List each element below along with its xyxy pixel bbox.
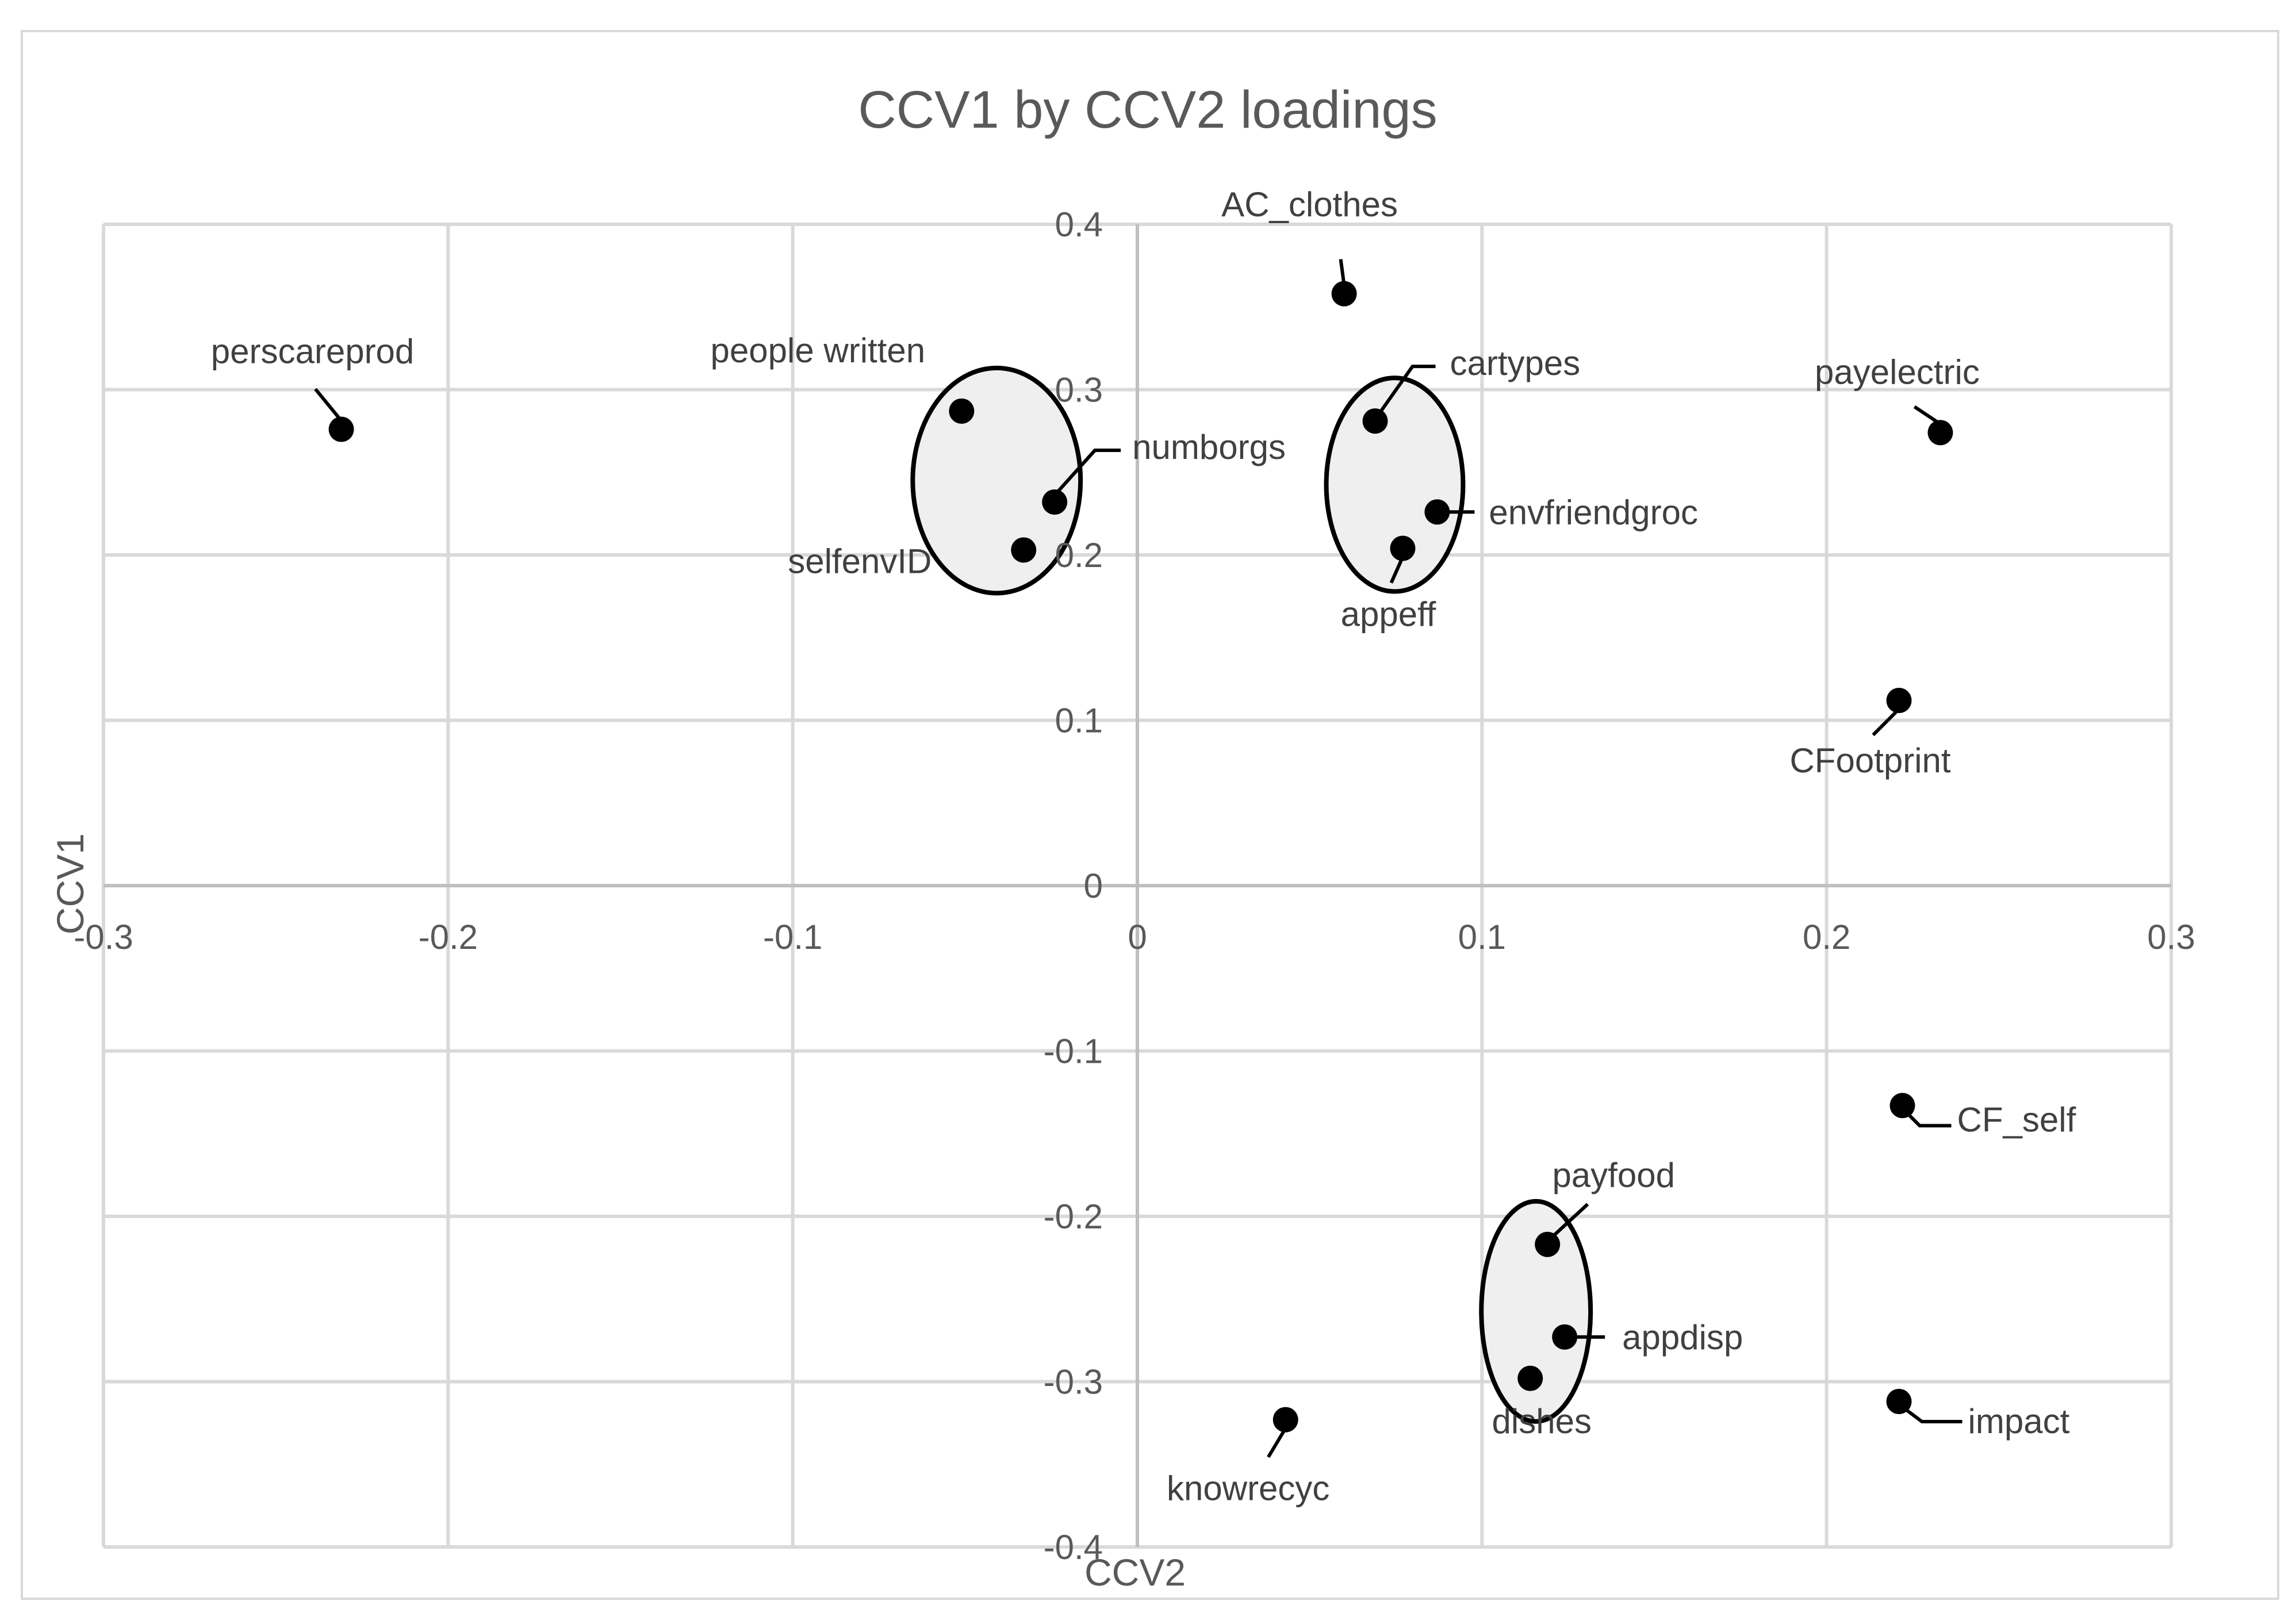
x-tick-label-minus-0p3: -0.3 xyxy=(74,918,133,956)
data-point-cf-self xyxy=(1889,1093,1915,1119)
x-tick-label-0p1: 0.1 xyxy=(1458,918,1506,956)
y-tick-label-minus-0p1: -0.1 xyxy=(1044,1032,1103,1071)
y-axis-title: CCV1 xyxy=(49,833,91,935)
point-label-appeff: appeff xyxy=(1341,595,1436,634)
x-tick-label-minus-0p2: -0.2 xyxy=(419,918,478,956)
chart-title: CCV1 by CCV2 loadings xyxy=(858,81,1437,139)
point-label-knowrecyc: knowrecyc xyxy=(1167,1469,1329,1508)
leader-line-knowrecyc xyxy=(1267,1427,1287,1458)
leader-line-cartypes xyxy=(1377,365,1436,416)
x-tick-label-0p3: 0.3 xyxy=(2147,918,2195,956)
data-point-selfenvid xyxy=(1011,537,1037,563)
x-tick-label-0: 0 xyxy=(1128,918,1147,956)
leader-line-numborgs xyxy=(1053,449,1121,497)
point-label-dishes: dishes xyxy=(1492,1402,1592,1441)
cluster-ellipse-2 xyxy=(1324,376,1466,594)
y-tick-label-0p3: 0.3 xyxy=(1055,371,1103,409)
y-tick-label-0p2: 0.2 xyxy=(1055,536,1103,575)
chart-frame xyxy=(21,30,2279,1600)
leader-lines xyxy=(314,259,1962,1458)
point-label-envfriendgroc: envfriendgroc xyxy=(1489,493,1698,531)
point-label-payfood: payfood xyxy=(1552,1156,1675,1194)
leader-line-cfootprint xyxy=(1872,707,1900,737)
data-point-ac-clothes xyxy=(1331,281,1357,307)
data-point-appeff xyxy=(1390,535,1416,561)
x-tick-label-0p2: 0.2 xyxy=(1803,918,1850,956)
data-point-perscareprod xyxy=(328,416,354,442)
y-tick-label-minus-0p4: -0.4 xyxy=(1044,1528,1103,1567)
cluster-ellipses xyxy=(910,365,1593,1424)
point-label-perscareprod: perscareprod xyxy=(211,332,415,371)
y-tick-label-minus-0p3: -0.3 xyxy=(1044,1363,1103,1401)
y-tick-label-0p1: 0.1 xyxy=(1055,702,1103,740)
point-label-impact: impact xyxy=(1968,1402,2070,1441)
axes xyxy=(104,224,2171,1547)
data-point-impact xyxy=(1886,1389,1912,1414)
point-label-cartypes: cartypes xyxy=(1450,344,1581,382)
point-label-appdisp: appdisp xyxy=(1622,1318,1743,1357)
cluster-ellipse-1 xyxy=(910,365,1083,596)
point-label-numborgs: numborgs xyxy=(1132,428,1286,466)
y-tick-label-0: 0 xyxy=(1084,867,1103,905)
x-axis-title: CCV2 xyxy=(1084,1551,1186,1594)
point-label-cfootprint: CFootprint xyxy=(1789,741,1950,780)
data-point-numborgs xyxy=(1042,489,1068,515)
data-point-knowrecyc xyxy=(1272,1407,1298,1433)
point-label-selfenvid: selfenvID xyxy=(788,542,932,580)
leader-line-ac-clothes xyxy=(1339,259,1346,286)
tick-labels: -0.3 -0.2 -0.1 0 0.1 0.2 0.3 -0.4 -0.3 -0.2 -0.1 0 0… xyxy=(74,205,2195,1567)
point-label-ac-clothes: AC_clothes xyxy=(1221,185,1398,224)
data-point-payfood xyxy=(1535,1231,1561,1257)
point-label-cf-self: CF_self xyxy=(1957,1100,2076,1139)
y-tick-label-0p4: 0.4 xyxy=(1055,205,1103,244)
data-point-people-written xyxy=(949,398,975,424)
point-label-people-written: people written xyxy=(711,331,926,370)
data-point-appdisp xyxy=(1552,1324,1578,1350)
data-points xyxy=(328,281,1953,1433)
point-label-payelectric: payelectric xyxy=(1815,353,1980,391)
data-point-cfootprint xyxy=(1886,688,1912,713)
data-point-envfriendgroc xyxy=(1424,499,1450,525)
leader-line-appeff xyxy=(1389,556,1405,584)
leader-line-payfood xyxy=(1549,1203,1589,1240)
y-tick-label-minus-0p2: -0.2 xyxy=(1044,1197,1103,1236)
leader-line-perscareprod xyxy=(314,388,343,422)
data-point-cartypes xyxy=(1362,408,1388,434)
data-point-payelectric xyxy=(1927,420,1953,446)
cluster-ellipse-3 xyxy=(1479,1198,1593,1424)
data-point-dishes xyxy=(1517,1365,1543,1391)
x-tick-label-minus-0p1: -0.1 xyxy=(763,918,822,956)
point-labels: AC_clothes perscareprod people written numb… xyxy=(211,185,2076,1508)
